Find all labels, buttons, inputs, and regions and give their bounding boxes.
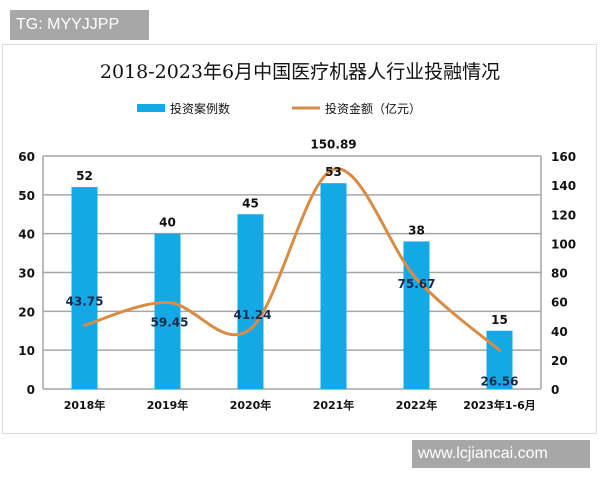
left-tick-label: 20: [18, 305, 35, 319]
bar-value-label: 15: [491, 313, 508, 327]
bar: [403, 241, 430, 389]
line-value-label: 150.89: [310, 137, 356, 151]
left-y-axis: 0 10 20 30 40 50 60: [18, 150, 35, 397]
x-tick-label: 2022年: [396, 398, 438, 412]
line-value-label: 26.56: [481, 374, 519, 388]
bar: [154, 233, 181, 389]
line-value-labels: 43.75 59.45 41.24 150.89 75.67 26.56: [66, 137, 519, 388]
left-tick-label: 0: [27, 383, 35, 397]
bar-value-label: 40: [159, 216, 176, 230]
right-y-axis: 0 20 40 60 80 100 120 140 160: [551, 150, 576, 397]
x-tick-label: 2021年: [313, 398, 355, 412]
line-series: [83, 167, 501, 352]
bar: [71, 187, 98, 389]
line-path: [83, 167, 501, 352]
right-tick-label: 120: [551, 208, 576, 222]
line-value-label: 59.45: [151, 315, 189, 329]
bar-value-labels: 52 40 45 53 38 15: [76, 165, 508, 327]
legend-line-label: 投资金额（亿元）: [325, 101, 421, 116]
x-tick-label: 2018年: [64, 398, 106, 412]
x-axis-labels: 2018年 2019年 2020年 2021年 2022年 2023年1-6月: [64, 398, 536, 412]
left-tick-label: 40: [18, 228, 35, 242]
right-tick-label: 140: [551, 179, 576, 193]
right-tick-label: 0: [551, 383, 559, 397]
left-tick-label: 10: [18, 344, 35, 358]
x-tick-label: 2020年: [230, 398, 272, 412]
right-tick-label: 80: [551, 267, 568, 281]
legend: 投资案例数 投资金额（亿元）: [137, 101, 421, 116]
legend-bar-label: 投资案例数: [170, 101, 230, 116]
x-tick-label: 2019年: [147, 398, 189, 412]
left-tick-label: 50: [18, 189, 35, 203]
legend-bar-swatch: [137, 104, 165, 112]
bar-value-label: 53: [325, 165, 342, 179]
left-tick-label: 30: [18, 267, 35, 281]
watermark-top: TG: MYYJJPP: [10, 10, 149, 40]
bar-value-label: 38: [408, 223, 425, 237]
left-tick-label: 60: [18, 150, 35, 164]
line-value-label: 43.75: [66, 294, 104, 308]
right-tick-label: 60: [551, 296, 568, 310]
line-value-label: 41.24: [234, 308, 272, 322]
line-value-label: 75.67: [398, 277, 436, 291]
bar-value-label: 52: [76, 169, 93, 183]
right-tick-label: 100: [551, 237, 576, 251]
watermark-bottom: www.lcjiancai.com: [412, 440, 590, 468]
x-tick-label: 2023年1-6月: [463, 398, 536, 412]
right-tick-label: 40: [551, 325, 568, 339]
chart-title: 2018-2023年6月中国医疗机器人行业投融情况: [100, 61, 500, 83]
bar: [320, 183, 347, 389]
right-tick-label: 160: [551, 150, 576, 164]
bar-value-label: 45: [242, 196, 259, 210]
right-tick-label: 20: [551, 354, 568, 368]
bar: [237, 214, 264, 389]
gridlines: [42, 155, 542, 390]
bar-series: [71, 183, 513, 389]
bar: [486, 330, 513, 389]
